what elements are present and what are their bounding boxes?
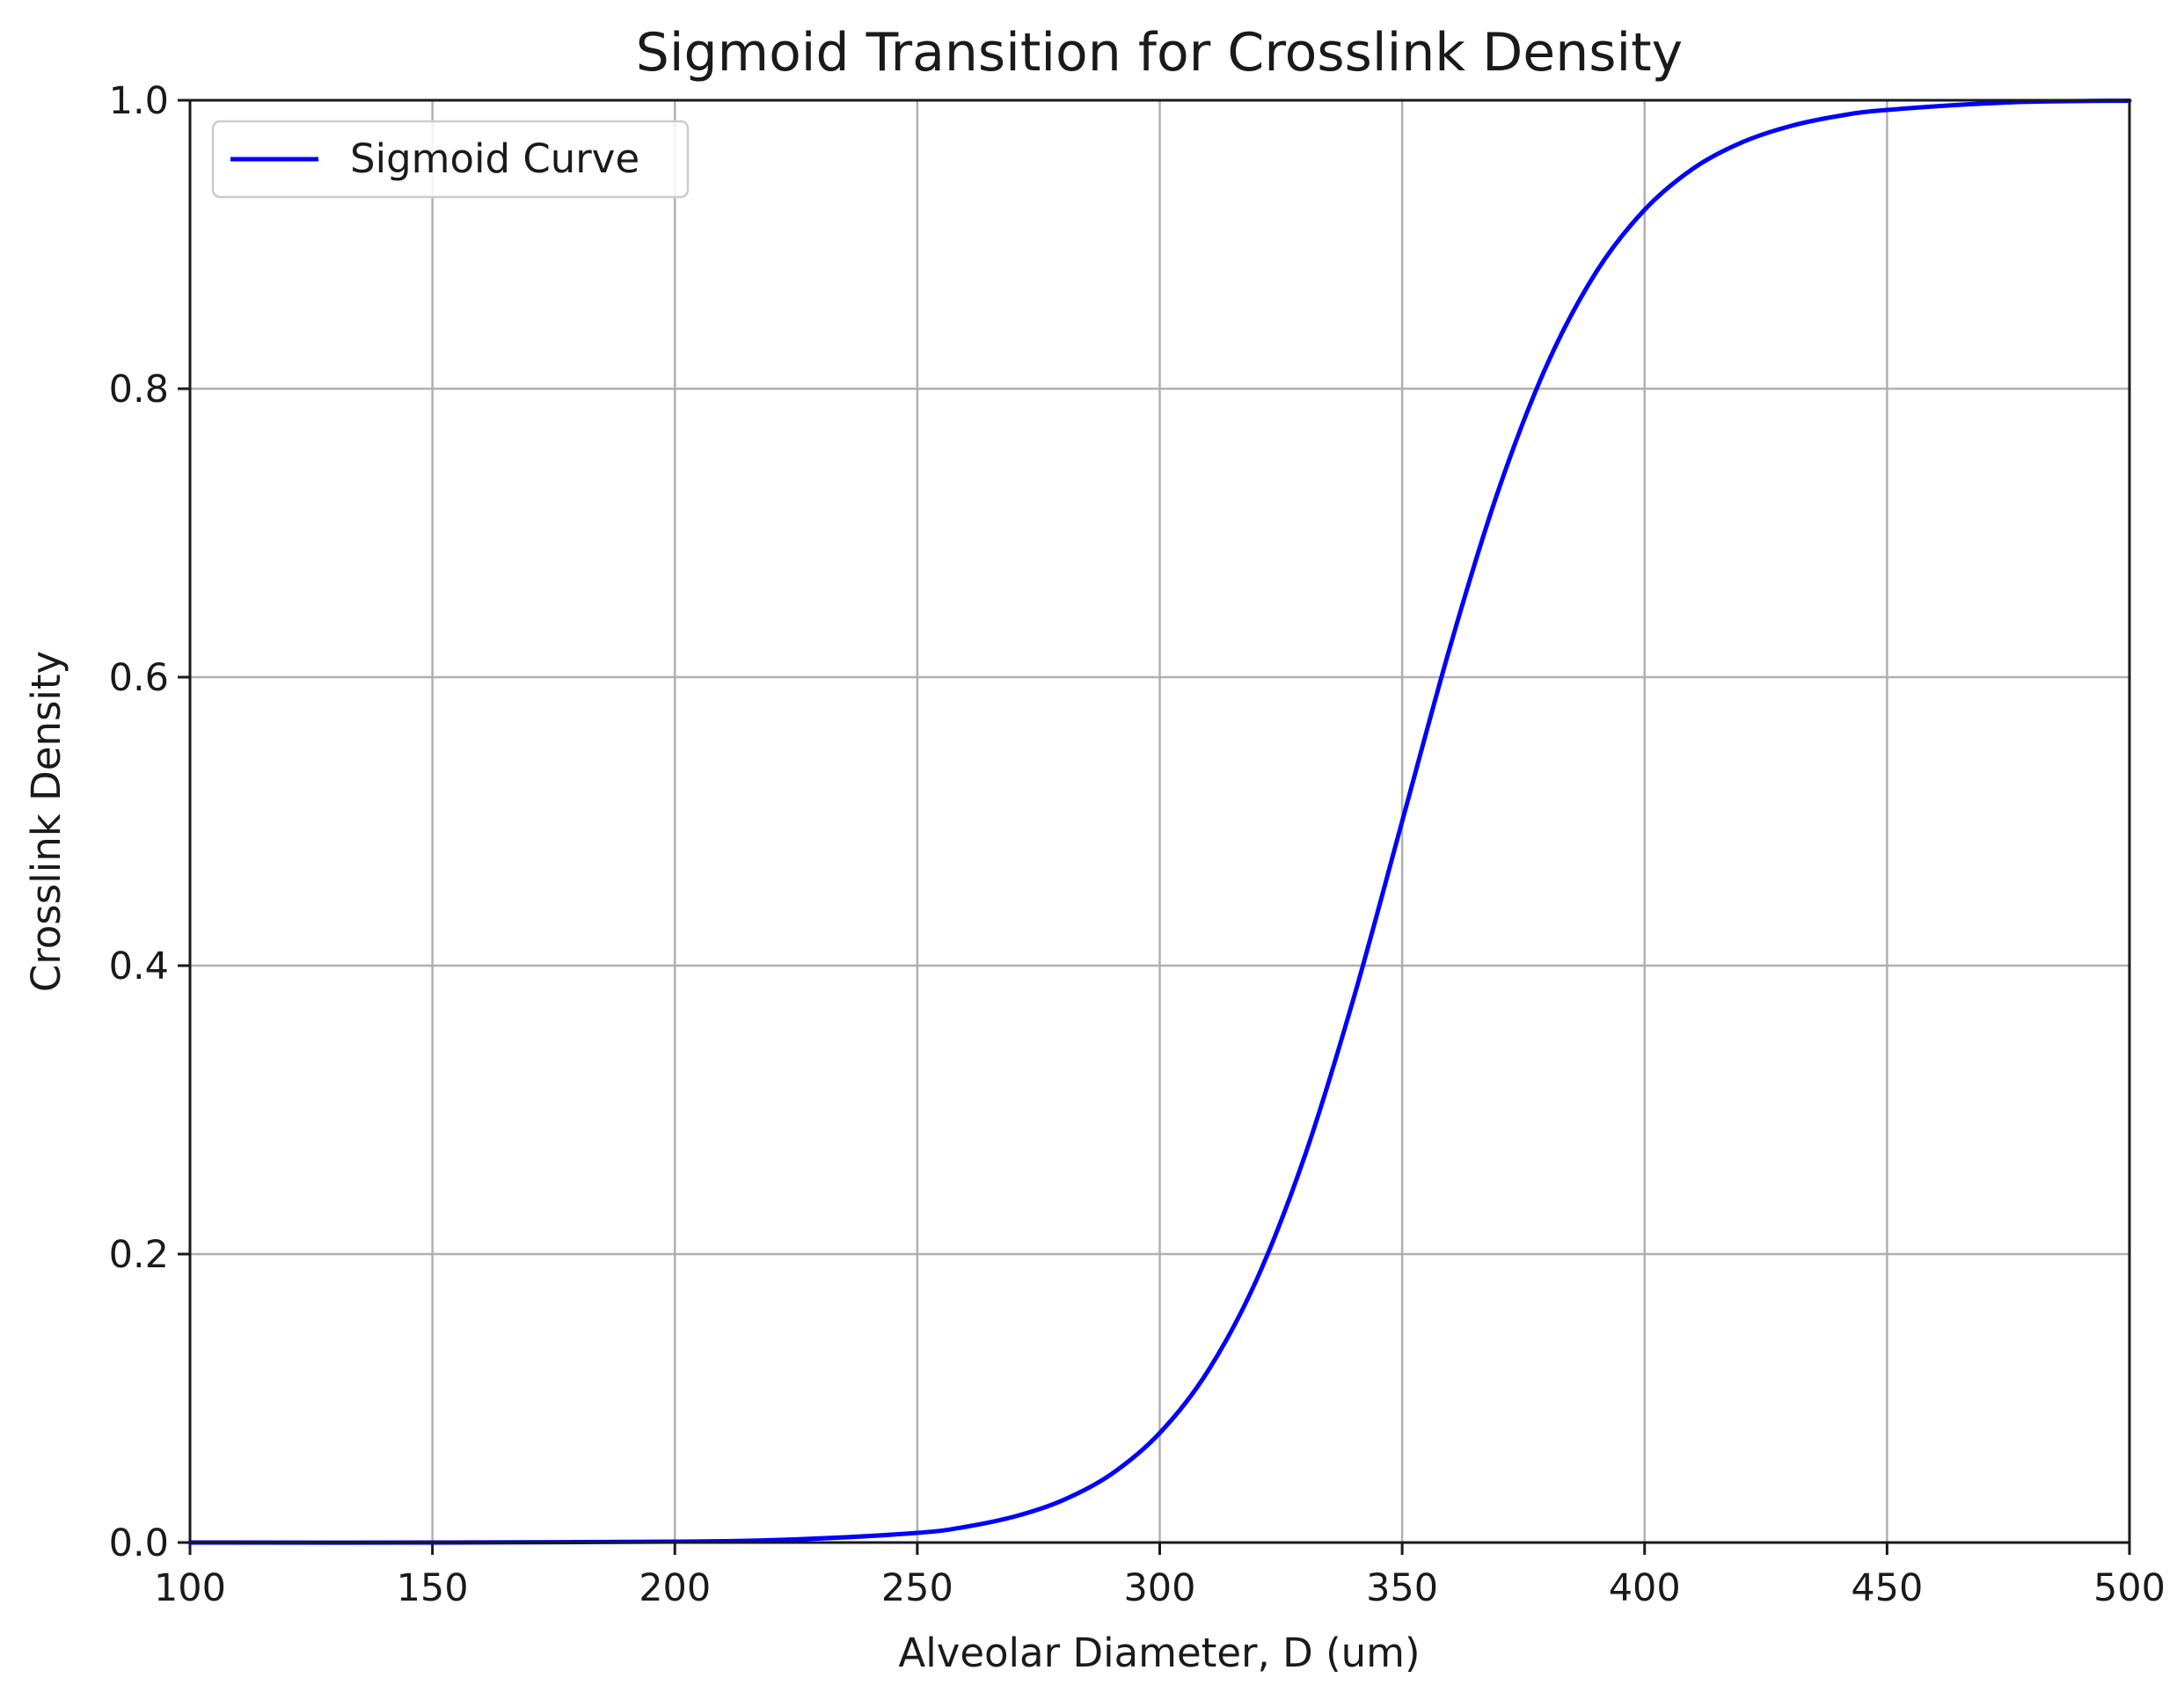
plot-frame — [188, 98, 2131, 1544]
x-tick-label: 150 — [397, 1566, 469, 1610]
y-tick-label: 1.0 — [109, 79, 169, 123]
x-tick-label: 300 — [1123, 1566, 1195, 1610]
ticks — [178, 98, 2131, 1555]
chart-title: Sigmoid Transition for Crosslink Density — [636, 22, 1683, 84]
x-tick-label: 350 — [1366, 1566, 1438, 1610]
x-axis-label: Alveolar Diameter, D (um) — [898, 1630, 1420, 1676]
x-tick-label: 100 — [154, 1566, 226, 1610]
legend: Sigmoid Curve — [211, 120, 690, 199]
y-tick-label: 0.0 — [109, 1521, 169, 1565]
x-tick-label: 250 — [881, 1566, 953, 1610]
y-tick-label: 0.2 — [109, 1233, 169, 1277]
x-tick-label: 450 — [1851, 1566, 1923, 1610]
tick-labels: 100 150 200 250 300 350 400 450 500 0.0 0.2 0.4 0.6 0… — [109, 79, 2166, 1610]
legend-label: Sigmoid Curve — [350, 135, 639, 182]
sigmoid-curve-line — [187, 98, 2132, 1545]
y-tick-label: 0.4 — [109, 945, 169, 988]
y-tick-label: 0.8 — [109, 368, 169, 412]
x-tick-label: 200 — [639, 1566, 711, 1610]
x-tick-label: 400 — [1609, 1566, 1681, 1610]
x-tick-label: 500 — [2093, 1566, 2166, 1610]
legend-box — [211, 120, 690, 199]
y-axis-label: Crosslink Density — [23, 651, 69, 992]
y-tick-label: 0.6 — [109, 656, 169, 700]
